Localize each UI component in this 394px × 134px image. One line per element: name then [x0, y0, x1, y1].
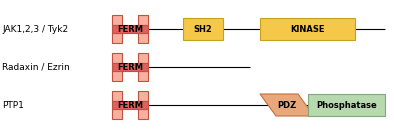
- FancyBboxPatch shape: [308, 94, 385, 116]
- FancyBboxPatch shape: [138, 109, 148, 119]
- Text: PDZ: PDZ: [277, 100, 297, 109]
- Text: Phosphatase: Phosphatase: [316, 100, 377, 109]
- FancyBboxPatch shape: [112, 91, 122, 101]
- FancyBboxPatch shape: [112, 25, 148, 33]
- FancyBboxPatch shape: [112, 33, 122, 43]
- FancyBboxPatch shape: [112, 15, 122, 25]
- FancyBboxPatch shape: [183, 18, 223, 40]
- Text: SH2: SH2: [193, 25, 212, 34]
- FancyBboxPatch shape: [138, 53, 148, 63]
- Text: PTP1: PTP1: [2, 100, 24, 109]
- Text: KINASE: KINASE: [290, 25, 325, 34]
- Text: FERM: FERM: [117, 100, 143, 109]
- Text: FERM: FERM: [117, 25, 143, 34]
- FancyBboxPatch shape: [112, 101, 148, 109]
- FancyBboxPatch shape: [138, 91, 148, 101]
- FancyBboxPatch shape: [112, 71, 122, 81]
- Text: JAK1,2,3 / Tyk2: JAK1,2,3 / Tyk2: [2, 25, 68, 34]
- FancyBboxPatch shape: [138, 71, 148, 81]
- FancyBboxPatch shape: [260, 18, 355, 40]
- FancyBboxPatch shape: [112, 63, 148, 71]
- FancyBboxPatch shape: [138, 33, 148, 43]
- Polygon shape: [260, 94, 314, 116]
- FancyBboxPatch shape: [112, 109, 122, 119]
- FancyBboxPatch shape: [112, 53, 122, 63]
- FancyBboxPatch shape: [138, 15, 148, 25]
- Text: Radaxin / Ezrin: Radaxin / Ezrin: [2, 62, 70, 72]
- Text: FERM: FERM: [117, 62, 143, 72]
